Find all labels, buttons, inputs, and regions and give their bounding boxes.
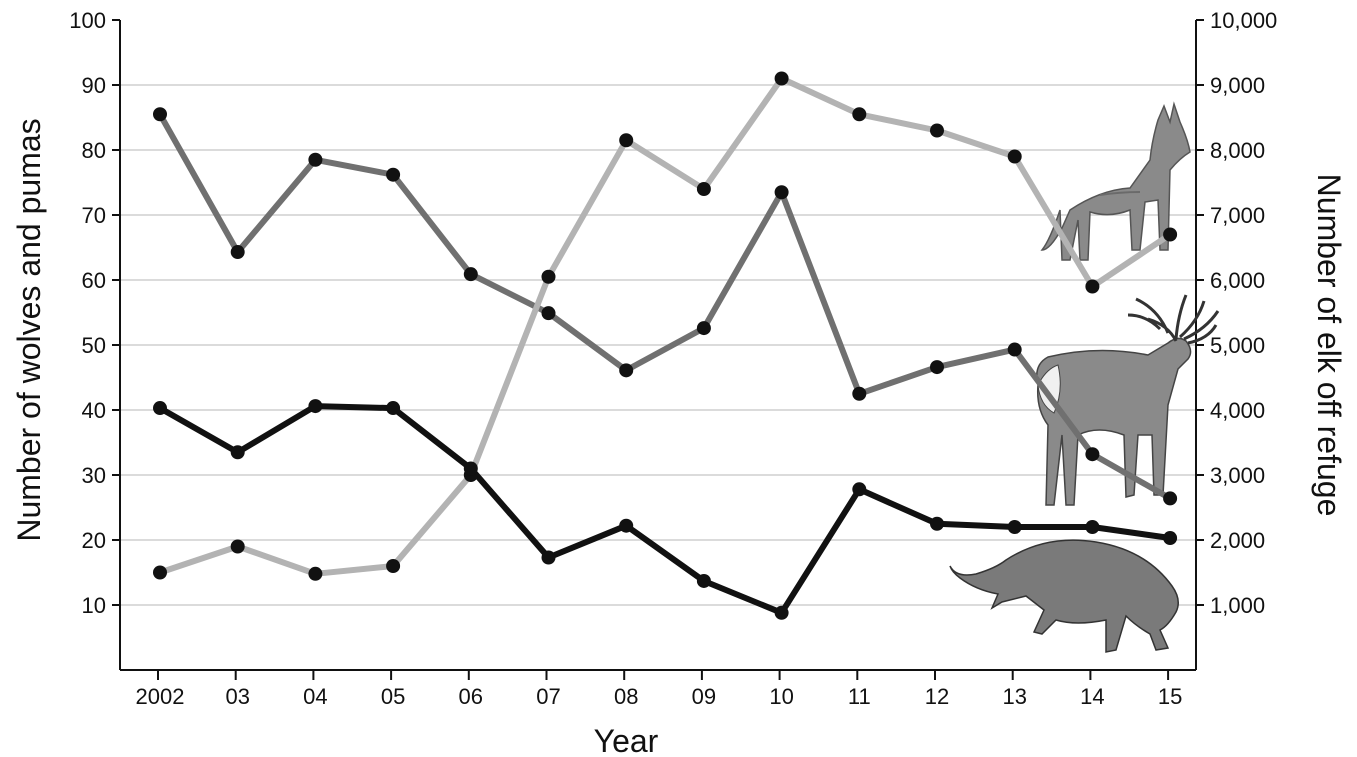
x-tick-label: 09 <box>692 684 716 709</box>
grid-lines <box>120 84 1196 606</box>
wolf-series-point <box>541 269 556 284</box>
x-tick-label: 10 <box>769 684 793 709</box>
puma-series-point <box>1007 520 1022 534</box>
right-tick-label: 9,000 <box>1210 73 1265 98</box>
right-tick-label: 2,000 <box>1210 528 1265 553</box>
left-tick-label: 60 <box>82 268 106 293</box>
left-tick-label: 20 <box>82 528 106 553</box>
wolf-series-point <box>308 566 323 581</box>
puma-series-point <box>930 516 944 531</box>
right-axis-ticks: 1,000 2,000 3,000 4,000 5,000 6,000 7,000 8,000… <box>1196 8 1277 618</box>
right-tick-label: 4,000 <box>1210 398 1265 423</box>
puma-series-point <box>774 605 789 620</box>
series-lines <box>157 75 1174 616</box>
series-points <box>153 71 1178 620</box>
x-tick-label: 2002 <box>136 684 185 709</box>
x-tick-label: 07 <box>536 684 560 709</box>
elk-series-point <box>1163 491 1178 506</box>
elk-series-point <box>463 267 478 282</box>
left-axis-ticks: 10 20 30 40 50 60 70 80 90 100 <box>69 8 120 618</box>
elk-series-point <box>308 152 323 167</box>
wolf-series-point <box>1085 279 1100 294</box>
wolf-series-point <box>696 182 711 196</box>
puma-series-point <box>619 518 634 533</box>
x-tick-label: 04 <box>303 684 327 709</box>
elk-series-point <box>619 363 634 378</box>
wolf-series-point <box>386 559 401 573</box>
x-tick-label: 15 <box>1158 684 1182 709</box>
elk-series-point <box>386 167 401 182</box>
left-tick-label: 10 <box>82 593 106 618</box>
x-tick-label: 13 <box>1002 684 1026 709</box>
elk-series-point <box>1085 447 1100 462</box>
x-tick-label: 05 <box>381 684 405 709</box>
wolf-series-line <box>157 75 1174 577</box>
x-tick-label: 12 <box>925 684 949 709</box>
left-tick-label: 30 <box>82 463 106 488</box>
right-tick-label: 10,000 <box>1210 8 1277 33</box>
left-tick-label: 40 <box>82 398 106 423</box>
puma-series-point <box>852 482 867 497</box>
left-tick-label: 80 <box>82 138 106 163</box>
x-tick-label: 11 <box>848 684 871 709</box>
puma-series-line <box>157 403 1174 616</box>
puma-series-point <box>308 399 323 414</box>
elk-series-point <box>153 107 167 122</box>
right-tick-label: 8,000 <box>1210 138 1265 163</box>
left-tick-label: 50 <box>82 333 106 358</box>
wolf-series-point <box>1163 227 1178 242</box>
puma-series-point <box>463 461 478 476</box>
puma-illustration <box>949 539 1179 653</box>
left-tick-label: 100 <box>69 8 106 33</box>
right-tick-label: 5,000 <box>1210 333 1265 358</box>
puma-series-point <box>1163 531 1178 546</box>
x-tick-label: 14 <box>1080 684 1104 709</box>
x-tick-label: 08 <box>614 684 638 709</box>
right-tick-label: 6,000 <box>1210 268 1265 293</box>
x-tick-label: 03 <box>225 684 249 709</box>
x-axis-title: Year <box>594 723 659 757</box>
wolf-series-point <box>619 133 634 148</box>
elk-series-point <box>852 386 867 401</box>
elk-series-point <box>541 306 556 321</box>
puma-series-point <box>541 550 556 565</box>
elk-series-line <box>157 111 1174 502</box>
elk-series-point <box>1007 342 1022 357</box>
wolf-series-point <box>1007 149 1022 164</box>
elk-series-point <box>930 360 944 375</box>
right-tick-label: 3,000 <box>1210 463 1265 488</box>
wolf-illustration <box>1040 101 1191 261</box>
wolf-series-point <box>930 123 944 138</box>
puma-series-point <box>1085 520 1100 534</box>
x-axis-ticks: 2002 03 04 05 06 07 08 09 10 11 12 13 14 15 <box>136 670 1182 709</box>
wolf-series-point <box>852 107 867 122</box>
left-tick-label: 90 <box>82 73 106 98</box>
wolf-series-point <box>153 565 167 580</box>
puma-series-point <box>696 573 711 588</box>
wolf-series-point <box>774 71 789 86</box>
right-axis-title: Number of elk off refuge <box>1311 174 1347 517</box>
right-tick-label: 1,000 <box>1210 593 1265 618</box>
puma-series-point <box>386 401 401 416</box>
left-axis-title: Number of wolves and pumas <box>11 118 47 541</box>
elk-series-point <box>230 245 245 260</box>
puma-series-point <box>230 445 245 460</box>
puma-series-point <box>153 401 167 416</box>
right-tick-label: 7,000 <box>1210 203 1265 228</box>
wolf-series-point <box>230 539 245 554</box>
left-tick-label: 70 <box>82 203 106 228</box>
elk-series-point <box>774 185 789 200</box>
elk-series-point <box>696 321 711 336</box>
x-tick-label: 06 <box>459 684 483 709</box>
